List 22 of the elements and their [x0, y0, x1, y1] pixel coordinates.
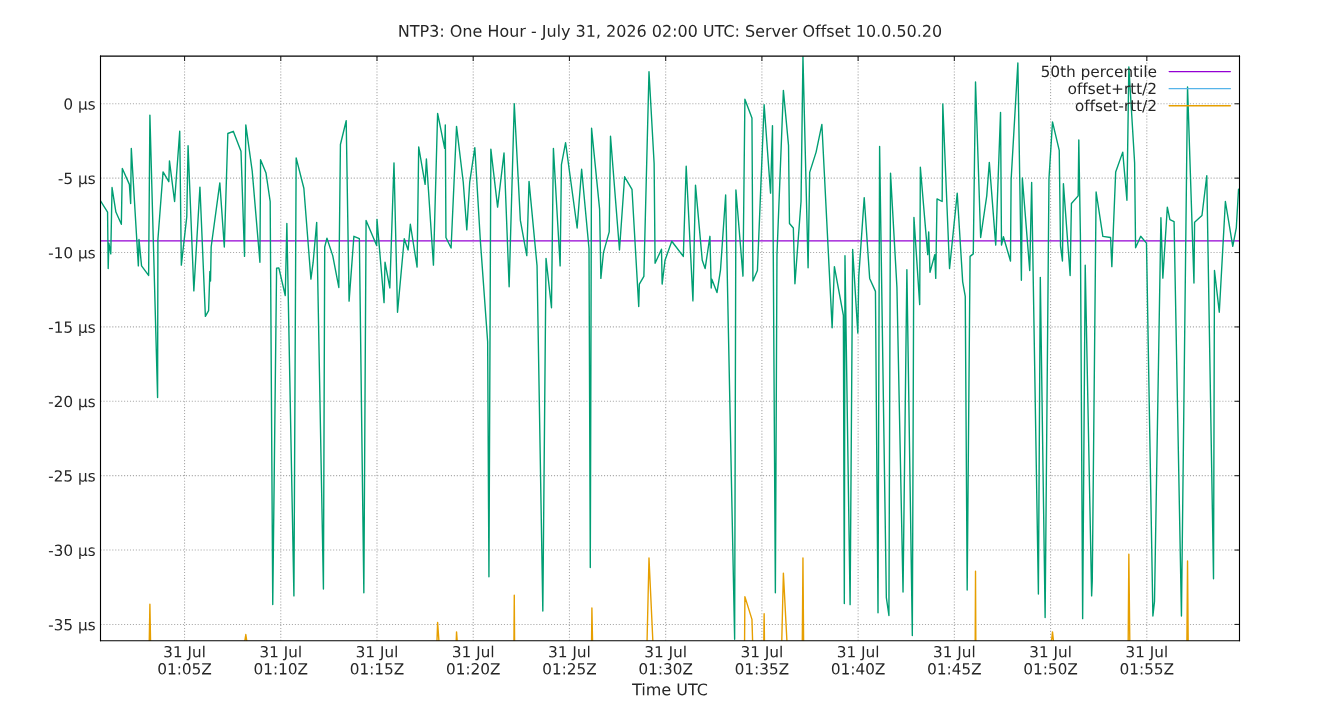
x-tick-label: 31 Jul 01:45Z	[928, 645, 981, 675]
x-axis-title: Time UTC	[632, 683, 708, 696]
y-tick-label: -35 µs	[48, 618, 95, 634]
x-tick-label: 31 Jul 01:30Z	[639, 645, 693, 675]
y-tick-label: -20 µs	[48, 395, 95, 411]
x-tick-label: 31 Jul 01:40Z	[831, 645, 885, 675]
x-tick-label: 31 Jul 01:25Z	[543, 645, 596, 675]
y-tick-label: -5 µs	[58, 172, 95, 188]
x-tick-label: 31 Jul 01:20Z	[446, 645, 500, 675]
x-tick-label: 31 Jul 01:05Z	[158, 645, 212, 675]
x-tick-label: 31 Jul 01:35Z	[735, 645, 789, 675]
x-tick-label: 31 Jul 01:50Z	[1024, 645, 1078, 675]
x-tick-label: 31 Jul 01:55Z	[1120, 645, 1174, 675]
chart-title: NTP3: One Hour - July 31, 2026 02:00 UTC: Server Offset 10.0.50.20	[399, 24, 942, 41]
y-tick-label: -15 µs	[48, 321, 95, 336]
x-tick-label: 31 Jul 01:15Z	[350, 645, 404, 675]
x-tick-label: 31 Jul 01:10Z	[254, 645, 308, 675]
y-tick-label: -10 µs	[48, 246, 95, 262]
y-tick-label: -25 µs	[48, 470, 95, 485]
y-tick-label: 0 µs	[64, 98, 95, 113]
y-tick-label: -30 µs	[48, 544, 95, 560]
line-series	[100, 56, 1240, 641]
